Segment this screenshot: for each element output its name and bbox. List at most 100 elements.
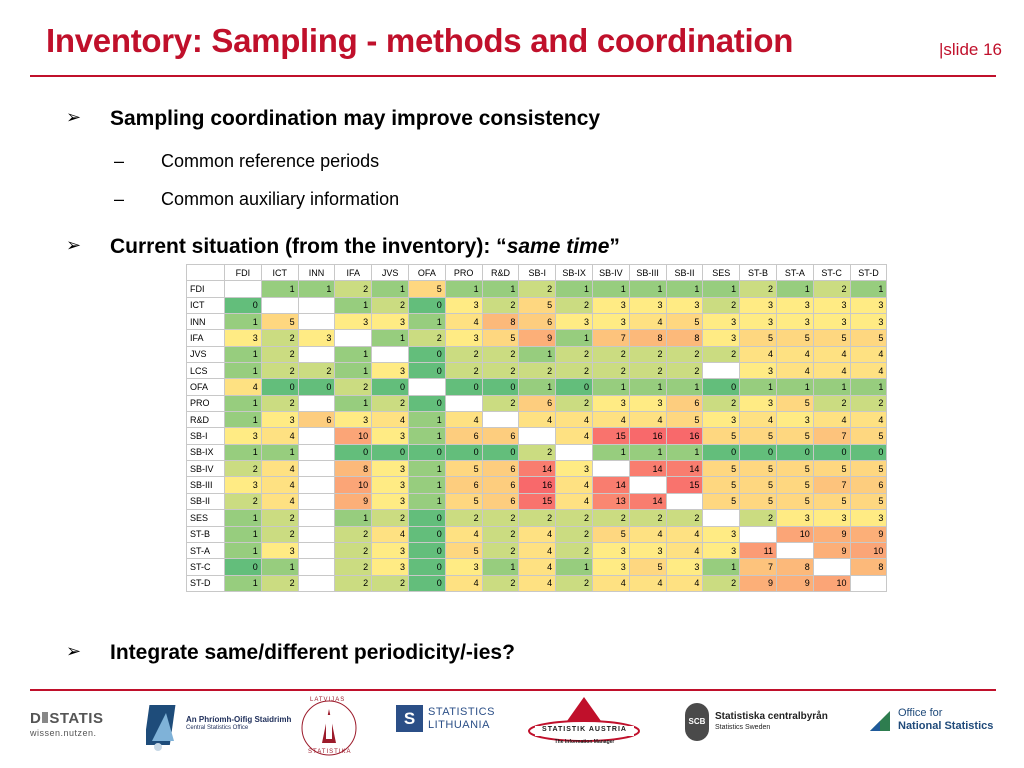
matrix-cell bbox=[591, 460, 630, 478]
matrix-cell: 6 bbox=[297, 411, 336, 429]
matrix-cell: 3 bbox=[739, 362, 777, 380]
matrix-cell: 2 bbox=[555, 574, 593, 592]
ons-logo: Office for National Statistics bbox=[868, 707, 998, 741]
matrix-cell: 2 bbox=[481, 394, 520, 413]
matrix-cell: 4 bbox=[444, 411, 483, 429]
matrix-cell: 4 bbox=[260, 427, 299, 445]
matrix-cell: 1 bbox=[224, 509, 262, 527]
dash-bullet: – bbox=[114, 151, 125, 171]
matrix-cell: 5 bbox=[702, 427, 741, 445]
matrix-cell: 3 bbox=[628, 394, 667, 413]
matrix-row: SB-III 3 4 10 3 1 6 6 16 4 14 15 5 5 5 7 6 bbox=[186, 476, 888, 494]
matrix-cell: 1 bbox=[849, 280, 888, 298]
scb-logo: SCB Statistiska centralbyrån Statistics … bbox=[685, 703, 855, 747]
matrix-cell bbox=[518, 427, 557, 445]
matrix-cell: 9 bbox=[812, 525, 851, 543]
matrix-cell bbox=[739, 525, 777, 543]
matrix-row-header: SB-III bbox=[186, 476, 225, 494]
matrix-cell: 0 bbox=[444, 378, 483, 396]
matrix-cell: 4 bbox=[849, 345, 888, 364]
matrix-cell: 1 bbox=[224, 345, 262, 364]
matrix-cell: 3 bbox=[665, 558, 704, 576]
matrix-cell: 10 bbox=[812, 574, 851, 592]
matrix-cell: 2 bbox=[260, 345, 299, 364]
matrix-cell bbox=[297, 443, 336, 462]
matrix-cell: 1 bbox=[444, 280, 483, 298]
austria-tagline: The Information Manager bbox=[554, 739, 615, 745]
matrix-cell: 6 bbox=[444, 427, 483, 445]
matrix-cell: 2 bbox=[481, 345, 520, 364]
matrix-cell: 1 bbox=[407, 460, 446, 478]
matrix-cell: 5 bbox=[739, 492, 777, 511]
matrix-cell: 1 bbox=[702, 280, 741, 298]
bullet-text: Integrate same/different periodicity/-ie… bbox=[110, 641, 515, 664]
matrix-cell: 8 bbox=[481, 313, 520, 331]
matrix-cell: 4 bbox=[775, 362, 814, 380]
matrix-cell bbox=[224, 280, 262, 298]
matrix-cell: 2 bbox=[555, 525, 593, 543]
matrix-cell: 0 bbox=[555, 378, 593, 396]
matrix-cell: 3 bbox=[849, 509, 888, 527]
matrix-cell: 5 bbox=[260, 313, 299, 331]
matrix-cell: 2 bbox=[555, 394, 593, 413]
matrix-cell: 3 bbox=[260, 541, 299, 560]
matrix-cell: 1 bbox=[591, 443, 630, 462]
matrix-cell: 4 bbox=[371, 411, 409, 429]
matrix-row: ST-C 0 1 2 3 0 3 1 4 1 3 5 3 1 7 8 8 bbox=[186, 558, 888, 576]
matrix-cell: 2 bbox=[518, 362, 557, 380]
matrix-cell: 1 bbox=[260, 443, 299, 462]
matrix-cell: 1 bbox=[407, 476, 446, 494]
matrix-column-header: PRO bbox=[444, 263, 483, 282]
matrix-cell: 2 bbox=[224, 460, 262, 478]
matrix-cell: 1 bbox=[665, 378, 704, 396]
matrix-cell: 2 bbox=[665, 362, 704, 380]
matrix-cell: 15 bbox=[518, 492, 557, 511]
matrix-cell bbox=[297, 574, 336, 592]
slide-number: |slide 16 bbox=[938, 40, 1002, 59]
matrix-cell: 2 bbox=[555, 345, 593, 364]
matrix-cell: 6 bbox=[849, 476, 888, 494]
matrix-cell: 14 bbox=[628, 492, 667, 511]
matrix-cell: 3 bbox=[224, 476, 262, 494]
matrix-row-header: ST-C bbox=[186, 558, 225, 576]
matrix-column-header: OFA bbox=[407, 263, 446, 282]
matrix-row: ST-A 1 3 2 3 0 5 2 4 2 3 3 4 3 11 9 10 bbox=[186, 541, 888, 560]
matrix-cell: 3 bbox=[775, 313, 814, 331]
matrix-cell: 3 bbox=[812, 509, 851, 527]
footer-rule bbox=[30, 689, 996, 691]
matrix-cell: 9 bbox=[849, 525, 888, 543]
matrix-cell: 4 bbox=[849, 411, 888, 429]
matrix-cell bbox=[849, 574, 888, 592]
matrix-cell: 3 bbox=[849, 296, 888, 315]
matrix-cell: 13 bbox=[591, 492, 630, 511]
matrix-cell: 1 bbox=[518, 378, 557, 396]
matrix-row-header: INN bbox=[186, 313, 225, 331]
matrix-cell: 0 bbox=[371, 443, 409, 462]
matrix-row-header: LCS bbox=[186, 362, 225, 380]
austria-logo: STATISTIK AUSTRIA The Information Manage… bbox=[527, 695, 642, 753]
matrix-cell: 2 bbox=[481, 509, 520, 527]
matrix-cell: 3 bbox=[775, 411, 814, 429]
latvia-emblem-icon bbox=[301, 700, 357, 756]
matrix-cell: 5 bbox=[812, 329, 851, 347]
matrix-cell: 0 bbox=[407, 362, 446, 380]
destatis-letter: D bbox=[30, 710, 42, 727]
matrix-cell: 3 bbox=[444, 296, 483, 315]
matrix-cell bbox=[481, 411, 520, 429]
matrix-cell: 1 bbox=[297, 280, 336, 298]
matrix-row-header: PRO bbox=[186, 394, 225, 413]
matrix-cell: 2 bbox=[260, 574, 299, 592]
matrix-cell: 4 bbox=[518, 411, 557, 429]
matrix-cell: 1 bbox=[591, 378, 630, 396]
matrix-cell: 4 bbox=[518, 541, 557, 560]
sub-bullet-text: Common reference periods bbox=[161, 151, 380, 171]
matrix-cell: 0 bbox=[260, 378, 299, 396]
matrix-cell: 2 bbox=[371, 394, 409, 413]
matrix-cell: 3 bbox=[371, 541, 409, 560]
matrix-cell: 9 bbox=[739, 574, 777, 592]
matrix-cell: 2 bbox=[628, 362, 667, 380]
matrix-cell: 0 bbox=[407, 541, 446, 560]
ons-mark-icon bbox=[870, 711, 890, 731]
destatis-logo: D STATIS wissen.nutzen. bbox=[30, 710, 105, 738]
matrix-cell: 6 bbox=[481, 492, 520, 511]
